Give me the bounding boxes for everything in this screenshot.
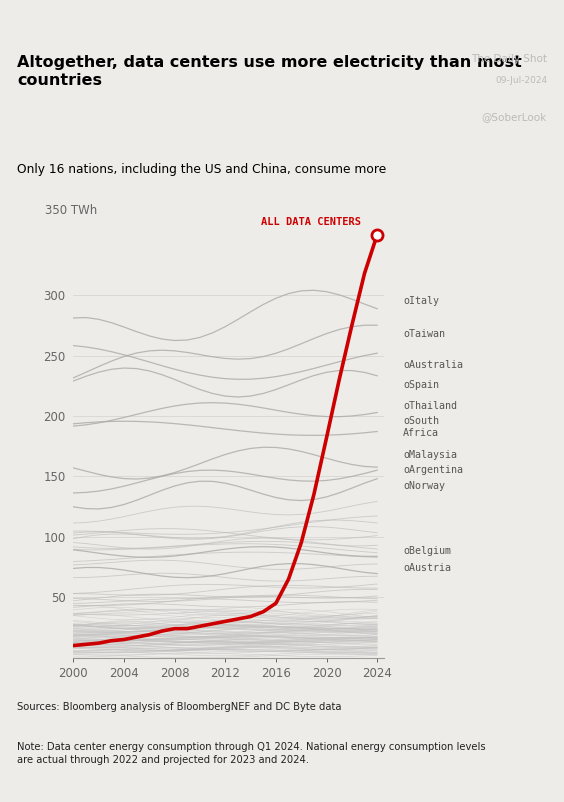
Text: Sources: Bloomberg analysis of BloombergNEF and DC Byte data: Sources: Bloomberg analysis of Bloomberg…: [17, 702, 341, 711]
Text: oNorway: oNorway: [403, 481, 445, 491]
Text: oBelgium: oBelgium: [403, 546, 451, 557]
Text: Altogether, data centers use more electricity than most
countries: Altogether, data centers use more electr…: [17, 55, 522, 88]
Text: oMalaysia: oMalaysia: [403, 450, 457, 460]
Text: oAustria: oAustria: [403, 563, 451, 573]
Text: oSpain: oSpain: [403, 379, 439, 390]
Text: oSouth
Africa: oSouth Africa: [403, 416, 439, 438]
Text: Only 16 nations, including the US and China, consume more: Only 16 nations, including the US and Ch…: [17, 164, 386, 176]
Text: 09-Jul-2024: 09-Jul-2024: [495, 76, 547, 85]
Text: oTaiwan: oTaiwan: [403, 329, 445, 338]
Text: @SoberLook: @SoberLook: [482, 112, 547, 122]
Text: Note: Data center energy consumption through Q1 2024. National energy consumptio: Note: Data center energy consumption thr…: [17, 742, 486, 765]
Text: oItaly: oItaly: [403, 296, 439, 306]
Text: ALL DATA CENTERS: ALL DATA CENTERS: [261, 217, 361, 228]
Text: oThailand: oThailand: [403, 401, 457, 411]
Text: oArgentina: oArgentina: [403, 465, 463, 476]
Text: oAustralia: oAustralia: [403, 360, 463, 371]
Text: The Daily Shot: The Daily Shot: [471, 54, 547, 63]
Text: 350 TWh: 350 TWh: [45, 204, 98, 217]
